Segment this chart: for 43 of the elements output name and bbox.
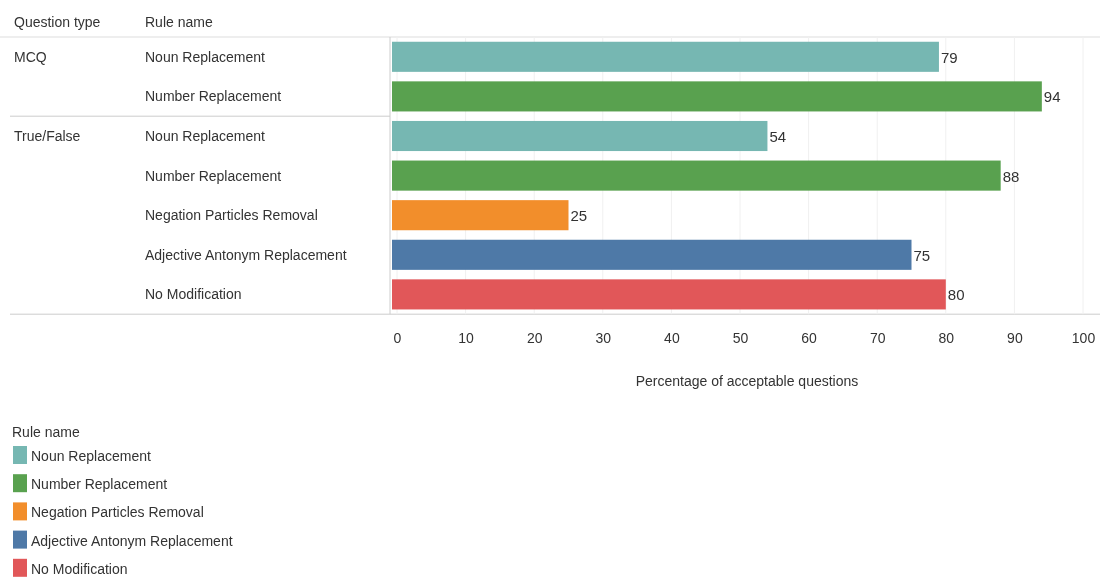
legend-label: No Modification <box>31 560 128 577</box>
x-tick-label: 0 <box>393 330 402 347</box>
data-label: 25 <box>570 207 588 225</box>
data-label: 75 <box>913 246 931 264</box>
text: Question type <box>14 14 101 30</box>
y-tick-label: No Modification <box>145 286 242 303</box>
y-tick-label: Negation Particles Removal <box>145 207 318 224</box>
data-label: 54 <box>769 128 787 145</box>
bar <box>392 279 946 310</box>
bar <box>392 200 569 231</box>
x-tick-label: 20 <box>526 330 543 347</box>
legend-label: Negation Particles Removal <box>31 504 204 521</box>
bar <box>392 160 1001 191</box>
data-label: 80 <box>947 286 965 304</box>
y-tick-label: Adjective Antonym Replacement <box>145 246 347 263</box>
legend-label: Number Replacement <box>31 476 168 493</box>
legend-label: Noun Replacement <box>31 448 151 464</box>
x-tick-label: 80 <box>938 330 955 347</box>
data-label: 79 <box>940 48 958 66</box>
text: True/False <box>14 128 81 144</box>
x-tick-label: 40 <box>664 330 680 347</box>
y-tick-label: Noun Replacement <box>145 128 265 144</box>
bar <box>392 120 768 152</box>
bar <box>392 41 939 72</box>
bar <box>392 239 912 270</box>
x-tick-label: 90 <box>1007 330 1023 347</box>
legend-label: Adjective Antonym Replacement <box>31 532 233 549</box>
y-axis-title: Rule name <box>145 14 213 30</box>
text: MCQ <box>14 48 47 65</box>
x-tick-label: 70 <box>869 330 886 347</box>
x-tick-label: 50 <box>732 330 749 347</box>
y-tick-label: Number Replacement <box>145 88 282 105</box>
x-tick-label: 60 <box>801 330 818 347</box>
x-tick-label: 30 <box>595 330 612 347</box>
data-label: 94 <box>1043 88 1061 106</box>
x-tick-label: 10 <box>458 330 475 347</box>
data-label: 88 <box>1002 167 1020 185</box>
x-tick-label: 100 <box>1071 330 1096 347</box>
y-tick-label: Number Replacement <box>145 167 282 184</box>
legend-title: Rule name <box>12 424 80 440</box>
y-tick-label: Noun Replacement <box>145 48 265 65</box>
x-axis-title: Percentage of acceptable questions <box>635 373 859 389</box>
bar <box>392 81 1042 112</box>
